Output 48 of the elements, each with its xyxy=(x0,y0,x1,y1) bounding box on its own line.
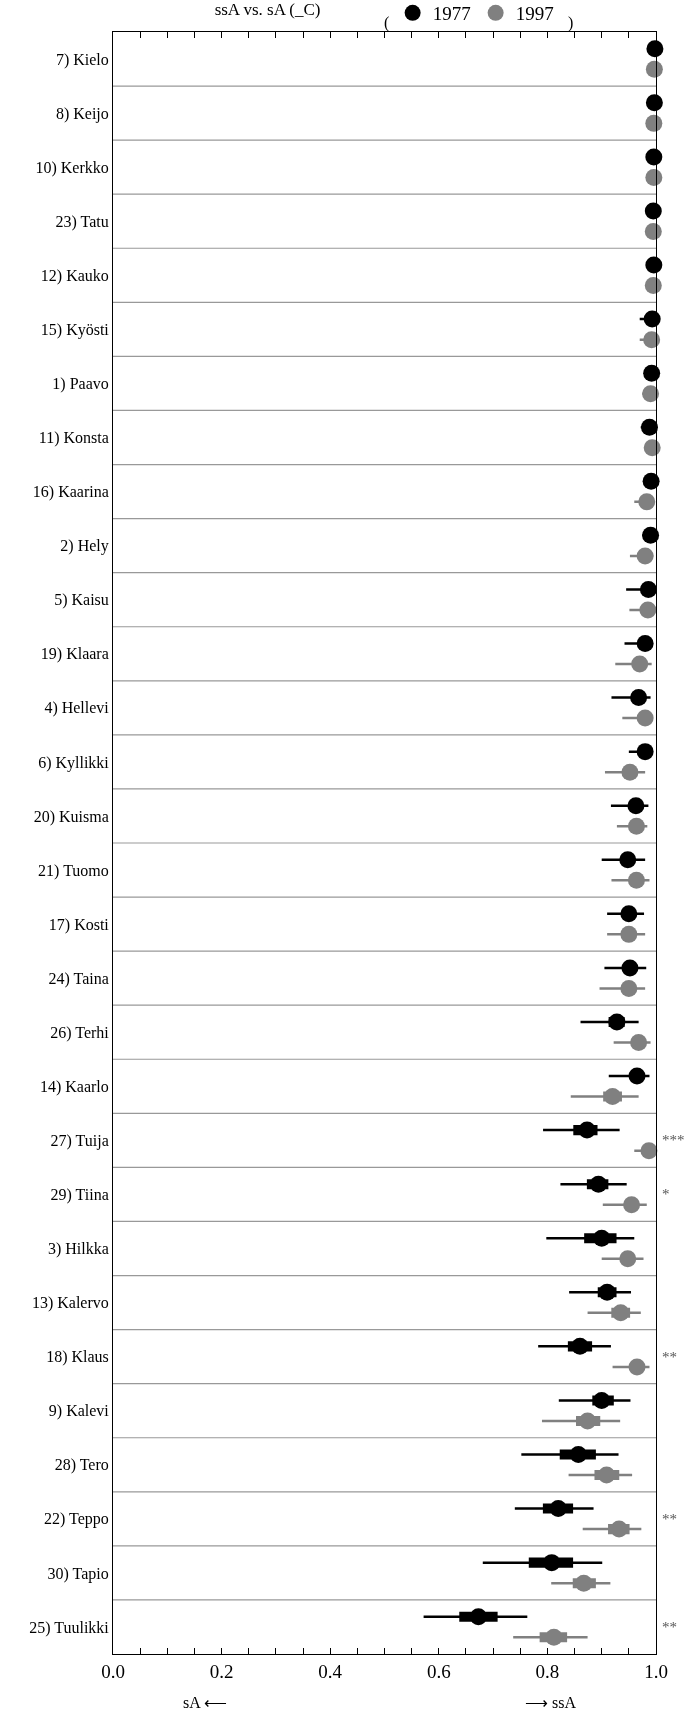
x-tick-label: 1.0 xyxy=(644,1660,668,1682)
y-tick-label: 19) Klaara xyxy=(40,645,109,664)
x-tick-label: 0.6 xyxy=(426,1660,451,1682)
y-tick-label: 12) Kauko xyxy=(40,266,109,285)
y-tick-label: 30) Tapio xyxy=(47,1564,109,1583)
legend-label: 1977 xyxy=(432,3,471,25)
y-tick-label: 5) Kaisu xyxy=(54,591,109,610)
y-tick-label: 23) Tatu xyxy=(55,212,109,231)
y-tick-label: 20) Kuisma xyxy=(33,807,109,826)
text: ) xyxy=(568,14,574,32)
y-tick-label: 28) Tero xyxy=(54,1456,109,1475)
y-tick-label: 26) Terhi xyxy=(50,1023,110,1042)
legend-label: 1997 xyxy=(515,3,554,25)
y-tick-label: 25) Tuulikki xyxy=(29,1618,110,1637)
text: ** xyxy=(662,1349,677,1365)
y-tick-label: 3) Hilkka xyxy=(47,1240,109,1259)
text: sA ⟵ xyxy=(183,1694,227,1711)
x-tick-label: 0.4 xyxy=(318,1660,343,1682)
y-tick-label: 22) Teppo xyxy=(44,1510,109,1529)
chart-title: ssA vs. sA (_C) xyxy=(214,0,321,20)
y-tick-label: 6) Kyllikki xyxy=(38,753,110,772)
y-tick-label: 15) Kyösti xyxy=(40,320,110,339)
x-tick-label: 0.0 xyxy=(101,1660,125,1682)
y-tick-label: 16) Kaarina xyxy=(32,483,109,502)
text: ( xyxy=(384,14,390,32)
text: * xyxy=(662,1186,670,1202)
y-tick-label: 11) Konsta xyxy=(38,429,109,448)
y-tick-label: 7) Kielo xyxy=(55,50,109,69)
y-tick-label: 10) Kerkko xyxy=(35,158,109,177)
text: ** xyxy=(662,1619,677,1635)
y-tick-label: 18) Klaus xyxy=(46,1348,109,1367)
y-tick-label: 17) Kosti xyxy=(48,915,110,934)
y-tick-label: 21) Tuomo xyxy=(38,861,109,880)
text: ** xyxy=(662,1511,677,1527)
x-tick-label: 0.2 xyxy=(209,1660,234,1682)
y-tick-label: 8) Keijo xyxy=(55,104,109,123)
text: *** xyxy=(662,1132,685,1148)
y-tick-label: 14) Kaarlo xyxy=(39,1077,109,1096)
y-tick-label: 2) Hely xyxy=(60,537,109,556)
y-tick-label: 1) Paavo xyxy=(52,375,109,394)
x-tick-label: 0.8 xyxy=(535,1660,560,1682)
y-tick-label: 24) Taina xyxy=(48,969,109,988)
y-tick-label: 27) Tuija xyxy=(50,1131,109,1150)
text: ⟶ ssA xyxy=(525,1694,577,1711)
y-tick-label: 9) Kalevi xyxy=(48,1402,110,1421)
y-tick-label: 29) Tiina xyxy=(50,1186,109,1205)
y-tick-label: 4) Hellevi xyxy=(44,699,110,718)
y-tick-label: 13) Kalervo xyxy=(31,1294,109,1313)
